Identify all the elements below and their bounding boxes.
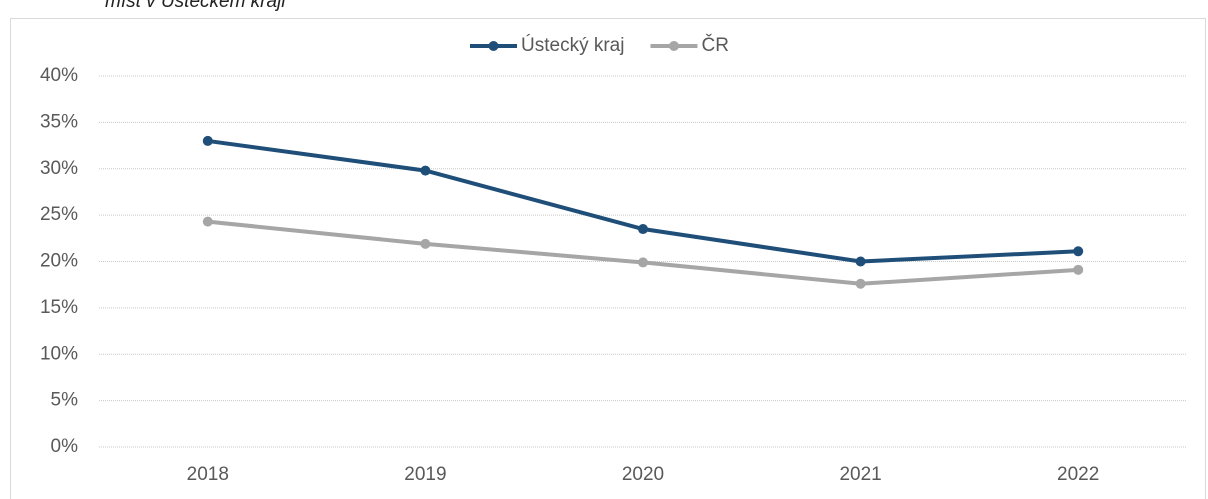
y-tick-label: 25% — [40, 204, 78, 225]
point — [202, 135, 213, 146]
y-tick-label: 40% — [40, 65, 78, 86]
legend-marker — [488, 41, 499, 51]
legend-label: Ústecký kraj — [521, 34, 624, 56]
point — [855, 256, 866, 267]
point — [420, 165, 431, 176]
x-tick-label: 2021 — [839, 464, 881, 485]
x-tick-label: 2018 — [187, 464, 229, 485]
y-tick-label: 15% — [40, 297, 78, 318]
y-tick-label: 0% — [51, 436, 79, 457]
point — [420, 238, 431, 249]
point — [638, 257, 648, 268]
point — [202, 216, 213, 227]
x-tick-label: 2022 — [1057, 464, 1099, 485]
x-tick-label: 2020 — [622, 464, 664, 485]
y-tick-label: 10% — [40, 343, 78, 364]
y-tick-label: 30% — [40, 158, 78, 179]
y-tick-label: 5% — [51, 390, 79, 411]
y-tick-label: 35% — [40, 111, 78, 132]
legend-marker — [668, 41, 679, 51]
point — [855, 278, 866, 289]
legend-label: ČR — [701, 34, 728, 56]
chart-title: míst v Ústeckém kraji — [105, 0, 286, 12]
point — [1073, 264, 1084, 275]
point — [1073, 246, 1084, 257]
y-tick-label: 20% — [40, 251, 78, 272]
point — [638, 224, 648, 235]
x-tick-label: 2019 — [404, 464, 446, 485]
